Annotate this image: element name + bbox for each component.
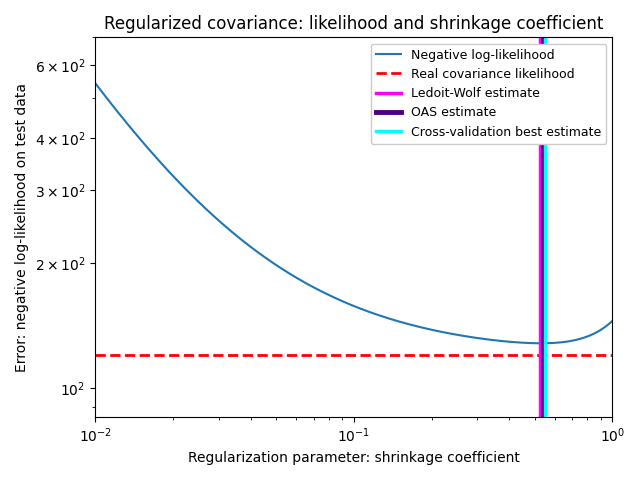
Negative log-likelihood xyxy=(300,279,308,285)
Negative log-likelihood xyxy=(92,80,99,86)
Negative log-likelihood xyxy=(144,145,152,151)
Negative log-likelihood xyxy=(504,339,511,345)
Negative log-likelihood xyxy=(609,318,616,324)
Negative log-likelihood xyxy=(537,340,545,346)
Line: Negative log-likelihood: Negative log-likelihood xyxy=(95,83,612,343)
Legend: Negative log-likelihood, Real covariance likelihood, Ledoit-Wolf estimate, OAS e: Negative log-likelihood, Real covariance… xyxy=(371,44,606,144)
Negative log-likelihood xyxy=(319,289,327,295)
Negative log-likelihood xyxy=(447,331,454,336)
X-axis label: Regularization parameter: shrinkage coefficient: Regularization parameter: shrinkage coef… xyxy=(188,451,520,465)
Negative log-likelihood xyxy=(495,338,502,344)
Y-axis label: Error: negative log-likelihood on test data: Error: negative log-likelihood on test d… xyxy=(15,83,29,372)
Title: Regularized covariance: likelihood and shrinkage coefficient: Regularized covariance: likelihood and s… xyxy=(104,15,604,33)
